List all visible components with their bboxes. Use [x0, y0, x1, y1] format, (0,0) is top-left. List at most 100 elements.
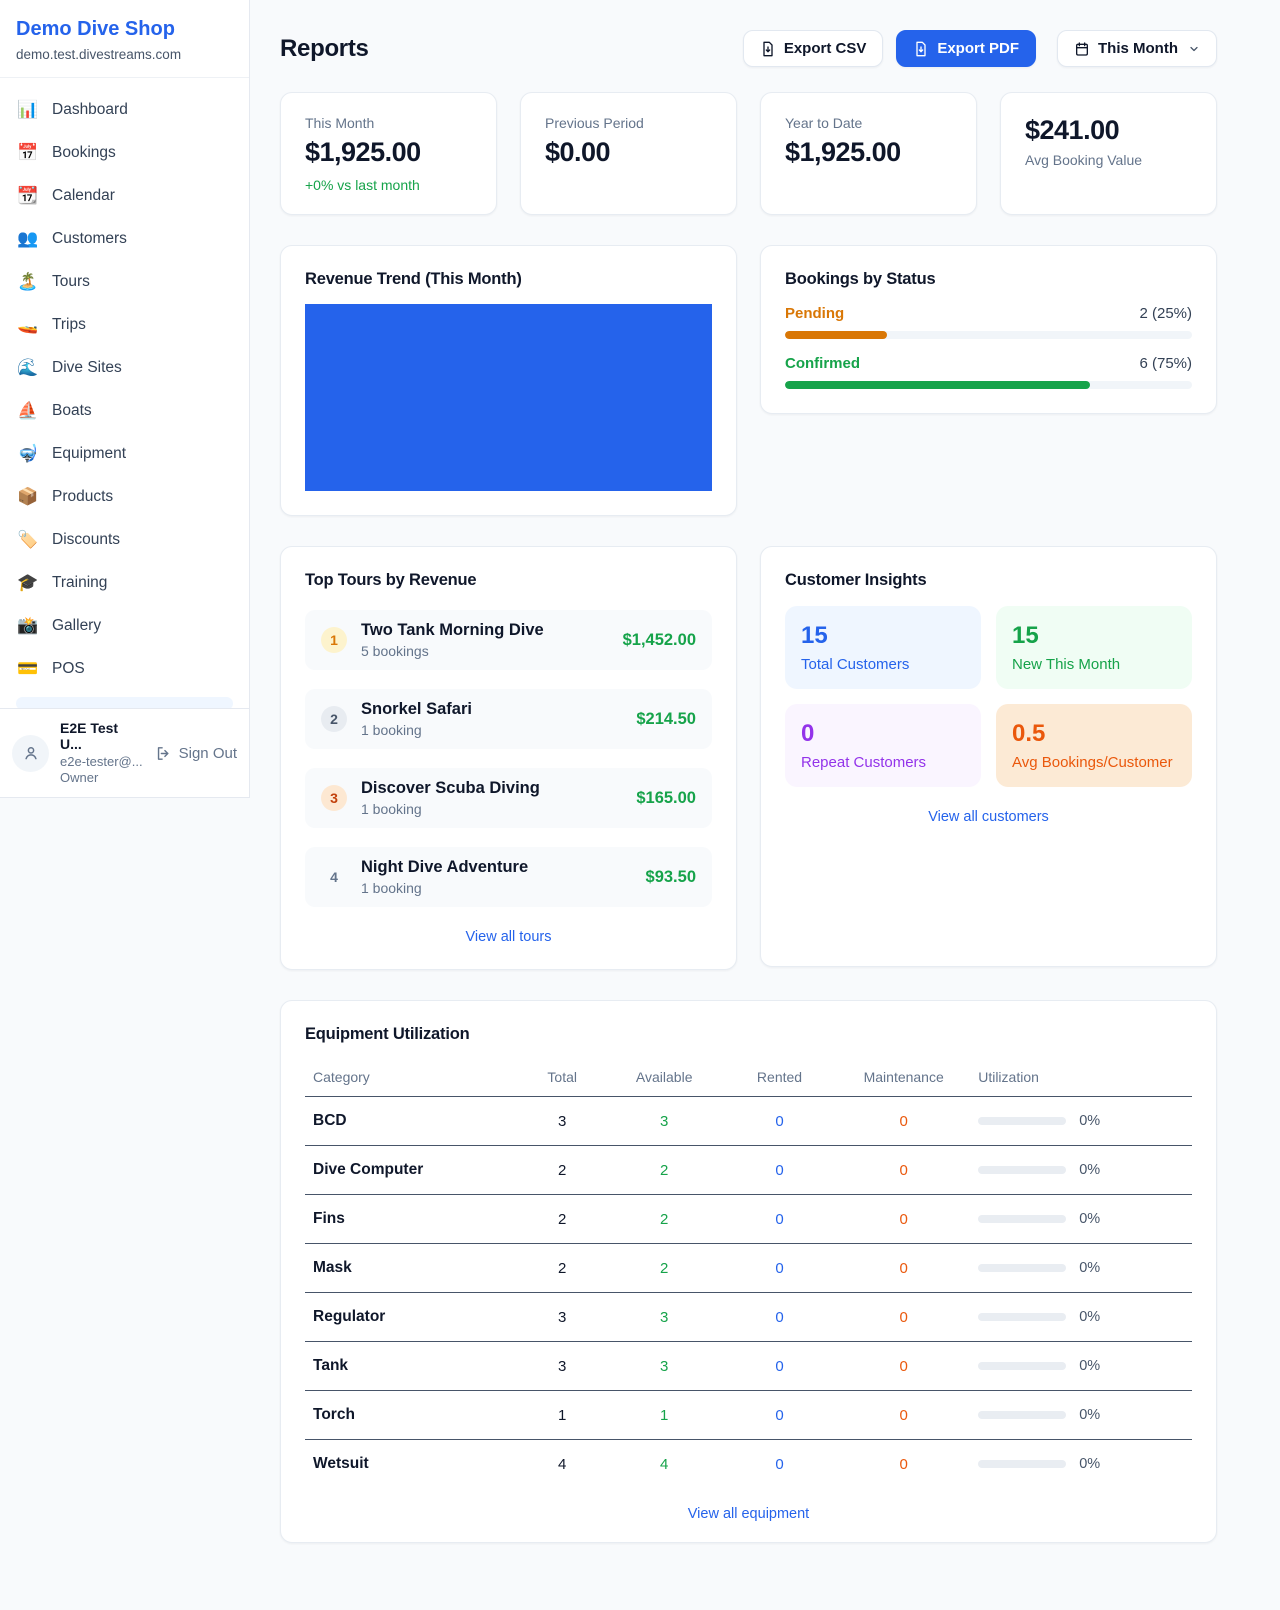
- cell-utilization: 0%: [970, 1194, 1192, 1244]
- sign-out-button[interactable]: Sign Out: [155, 745, 237, 762]
- cell-total: 3: [517, 1096, 607, 1146]
- cell-category: Fins: [305, 1194, 518, 1244]
- sidebar-item-gallery[interactable]: 📸 Gallery: [8, 604, 241, 647]
- stat-value: $1,925.00: [785, 137, 901, 167]
- cell-maintenance: 0: [837, 1292, 971, 1342]
- cell-available: 2: [606, 1243, 722, 1293]
- cell-rented: 0: [721, 1292, 838, 1342]
- revenue-trend-chart: [305, 304, 712, 491]
- user-role: Owner: [60, 770, 99, 785]
- sidebar-item-bookings[interactable]: 📅 Bookings: [8, 131, 241, 174]
- period-select[interactable]: This Month: [1057, 30, 1217, 67]
- cell-maintenance: 0: [837, 1243, 971, 1293]
- sidebar-item-label: POS: [52, 659, 85, 677]
- sidebar-item-training[interactable]: 🎓 Training: [8, 561, 241, 604]
- tour-name: Night Dive Adventure: [361, 858, 529, 876]
- export-pdf-button[interactable]: Export PDF: [896, 30, 1037, 67]
- brand-domain: demo.test.divestreams.com: [16, 47, 182, 62]
- sidebar-item-trips[interactable]: 🚤 Trips: [8, 303, 241, 346]
- view-all-tours-link[interactable]: View all tours: [465, 929, 552, 945]
- revenue-trend-title: Revenue Trend (This Month): [305, 270, 522, 288]
- export-csv-button[interactable]: Export CSV: [742, 30, 884, 67]
- stat-delta: +0% vs last month: [305, 177, 420, 193]
- insights-row: Top Tours by Revenue 1 Two Tank Morning …: [280, 546, 1217, 970]
- file-download-icon: [763, 41, 773, 56]
- sidebar-item-boats[interactable]: ⛵ Boats: [8, 389, 241, 432]
- cell-category: Mask: [305, 1243, 518, 1293]
- cell-rented: 0: [721, 1243, 838, 1293]
- sidebar-item-label: Products: [52, 487, 114, 505]
- cell-total: 1: [517, 1390, 607, 1440]
- sidebar-item-discounts[interactable]: 🏷️ Discounts: [8, 518, 241, 561]
- rank-badge: 2: [321, 706, 347, 732]
- tour-revenue: $93.50: [645, 867, 696, 886]
- tile-label: Repeat Customers: [801, 754, 927, 771]
- page-title: Reports: [280, 34, 369, 62]
- rank-badge: 1: [321, 627, 347, 653]
- customer-insights-card: Customer Insights 15 Total Customers 15 …: [760, 546, 1217, 967]
- tear-off-calendar-icon: 📆: [17, 186, 39, 205]
- column-header-maintenance: Maintenance: [837, 1058, 971, 1097]
- cell-rented: 0: [775, 1455, 784, 1473]
- status-row-pending: Pending 2 (25%): [785, 305, 1192, 339]
- status-bar-track: [785, 381, 1192, 389]
- sidebar-item-dashboard[interactable]: 📊 Dashboard: [8, 88, 241, 131]
- sidebar-item-calendar[interactable]: 📆 Calendar: [8, 174, 241, 217]
- sidebar-item-label: Boats: [52, 401, 92, 419]
- brand-name[interactable]: Demo Dive Shop: [16, 18, 175, 40]
- cell-maintenance: 0: [837, 1341, 971, 1391]
- table-row: Mask 2 2 0 0 0%: [305, 1243, 1192, 1293]
- sidebar: Demo Dive Shop demo.test.divestreams.com…: [0, 0, 250, 798]
- export-pdf-label: Export PDF: [937, 40, 1020, 57]
- top-tours-title: Top Tours by Revenue: [305, 571, 477, 589]
- column-header-utilization: Utilization: [970, 1058, 1192, 1097]
- sidebar-item-pos[interactable]: 💳 POS: [8, 647, 241, 690]
- stat-card-this-month: This Month $1,925.00 +0% vs last month: [280, 92, 497, 215]
- dive-mask-icon: 🤿: [17, 444, 39, 463]
- tile-label: Avg Bookings/Customer: [1012, 754, 1173, 771]
- cell-category: Dive Computer: [305, 1145, 518, 1195]
- cell-maintenance: 0: [837, 1194, 971, 1244]
- tile-total-customers: 15 Total Customers: [785, 606, 981, 689]
- cell-rented: 0: [721, 1096, 838, 1146]
- sidebar-item-customers[interactable]: 👥 Customers: [8, 217, 241, 260]
- status-count: 6 (75%): [1139, 355, 1192, 372]
- sidebar-item-products[interactable]: 📦 Products: [8, 475, 241, 518]
- table-row: BCD 3 3 0 0 0%: [305, 1096, 1192, 1146]
- view-all-equipment-link[interactable]: View all equipment: [687, 1506, 810, 1522]
- cell-utilization: 0%: [970, 1096, 1192, 1146]
- charts-row: Revenue Trend (This Month) Bookings by S…: [280, 245, 1217, 516]
- cell-total: 2: [517, 1145, 607, 1195]
- stat-value: $0.00: [545, 137, 611, 167]
- stat-label: Previous Period: [545, 115, 644, 131]
- bookings-by-status-card: Bookings by Status Pending 2 (25%) Confi…: [760, 245, 1217, 414]
- utilization-bar: [978, 1215, 1067, 1223]
- table-row: Wetsuit 4 4 0 0 0%: [305, 1440, 1192, 1489]
- sidebar-item-equipment[interactable]: 🤿 Equipment: [8, 432, 241, 475]
- calendar-icon: [1076, 41, 1089, 56]
- utilization-percent: 0%: [1079, 1113, 1101, 1129]
- column-header-available: Available: [606, 1058, 722, 1097]
- cell-available: 3: [606, 1096, 722, 1146]
- cell-maintenance: 0: [837, 1145, 971, 1195]
- equipment-utilization-title: Equipment Utilization: [305, 1025, 470, 1043]
- column-header-category: Category: [305, 1058, 518, 1097]
- sidebar-item-tours[interactable]: 🏝️ Tours: [8, 260, 241, 303]
- tag-icon: 🏷️: [17, 530, 39, 549]
- stat-label: Year to Date: [785, 115, 863, 131]
- utilization-percent: 0%: [1079, 1162, 1101, 1178]
- table-row: Fins 2 2 0 0 0%: [305, 1194, 1192, 1244]
- sidebar-item-dive-sites[interactable]: 🌊 Dive Sites: [8, 346, 241, 389]
- stat-label: This Month: [305, 115, 375, 131]
- sidebar-item-active-partial[interactable]: [16, 697, 233, 710]
- sidebar-item-label: Training: [52, 573, 108, 591]
- tour-bookings: 5 bookings: [361, 643, 429, 659]
- main-content: Reports Export CSV Export PDF This Month: [250, 0, 1280, 1583]
- utilization-bar: [978, 1166, 1067, 1174]
- sidebar-item-label: Gallery: [52, 616, 102, 634]
- cell-category: Regulator: [305, 1292, 518, 1342]
- utilization-percent: 0%: [1079, 1260, 1101, 1276]
- cell-total: 4: [558, 1455, 567, 1473]
- status-bar-fill: [785, 381, 1091, 389]
- view-all-customers-link[interactable]: View all customers: [928, 809, 1049, 825]
